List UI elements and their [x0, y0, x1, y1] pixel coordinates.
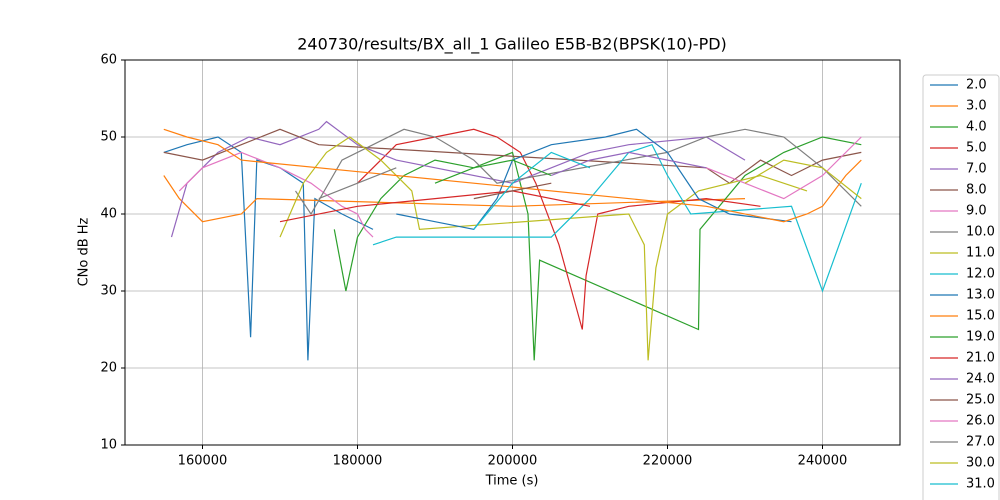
- y-tick-label: 30: [100, 284, 117, 299]
- y-axis-label: CNo dB Hz: [77, 217, 92, 286]
- data-line: [372, 143, 862, 293]
- data-line: [706, 136, 862, 200]
- legend-label: 10.0: [966, 225, 995, 240]
- legend-label: 11.0: [966, 246, 995, 261]
- data-line: [333, 136, 862, 361]
- legend-label: 30.0: [966, 456, 995, 471]
- legend-label: 2.0: [966, 78, 987, 93]
- x-tick-label: 160000: [178, 454, 228, 469]
- data-line: [163, 175, 746, 223]
- data-line: [170, 120, 746, 238]
- data-line: [178, 151, 374, 238]
- legend-label: 13.0: [966, 288, 995, 303]
- data-line: [163, 136, 374, 361]
- x-axis-label: Time (s): [485, 474, 539, 489]
- x-tick-label: 180000: [333, 454, 383, 469]
- data-line: [473, 182, 552, 200]
- x-tick-label: 220000: [643, 454, 693, 469]
- legend-label: 31.0: [966, 477, 995, 492]
- data-line: [318, 167, 397, 200]
- data-line: [163, 128, 862, 223]
- data-line: [551, 151, 707, 177]
- legend-label: 3.0: [966, 99, 987, 114]
- legend-label: 19.0: [966, 330, 995, 345]
- plot-frame: [124, 59, 901, 446]
- legend-label: 9.0: [966, 204, 987, 219]
- legend-label: 5.0: [966, 141, 987, 156]
- data-line: [279, 190, 591, 223]
- data-line: [295, 128, 862, 216]
- y-tick-label: 10: [100, 438, 117, 453]
- legend-label: 4.0: [966, 120, 987, 135]
- legend-label: 27.0: [966, 435, 995, 450]
- y-tick-label: 50: [100, 130, 117, 145]
- legend-label: 21.0: [966, 351, 995, 366]
- x-tick-label: 240000: [798, 454, 848, 469]
- legend-label: 25.0: [966, 393, 995, 408]
- chart-title: 240730/results/BX_all_1 Galileo E5B-B2(B…: [297, 35, 727, 55]
- legend-label: 12.0: [966, 267, 995, 282]
- data-line: [473, 151, 591, 230]
- legend-label: 24.0: [966, 372, 995, 387]
- legend-label: 7.0: [966, 162, 987, 177]
- legend-label: 26.0: [966, 414, 995, 429]
- data-line: [279, 136, 808, 361]
- data-line: [396, 128, 792, 231]
- y-tick-label: 60: [100, 53, 117, 68]
- legend-label: 15.0: [966, 309, 995, 324]
- x-tick-label: 200000: [488, 454, 538, 469]
- legend-box: [922, 74, 1000, 500]
- y-tick-label: 20: [100, 361, 117, 376]
- y-tick-label: 40: [100, 207, 117, 222]
- data-line: [744, 159, 862, 200]
- data-line: [357, 128, 761, 330]
- legend-label: 8.0: [966, 183, 987, 198]
